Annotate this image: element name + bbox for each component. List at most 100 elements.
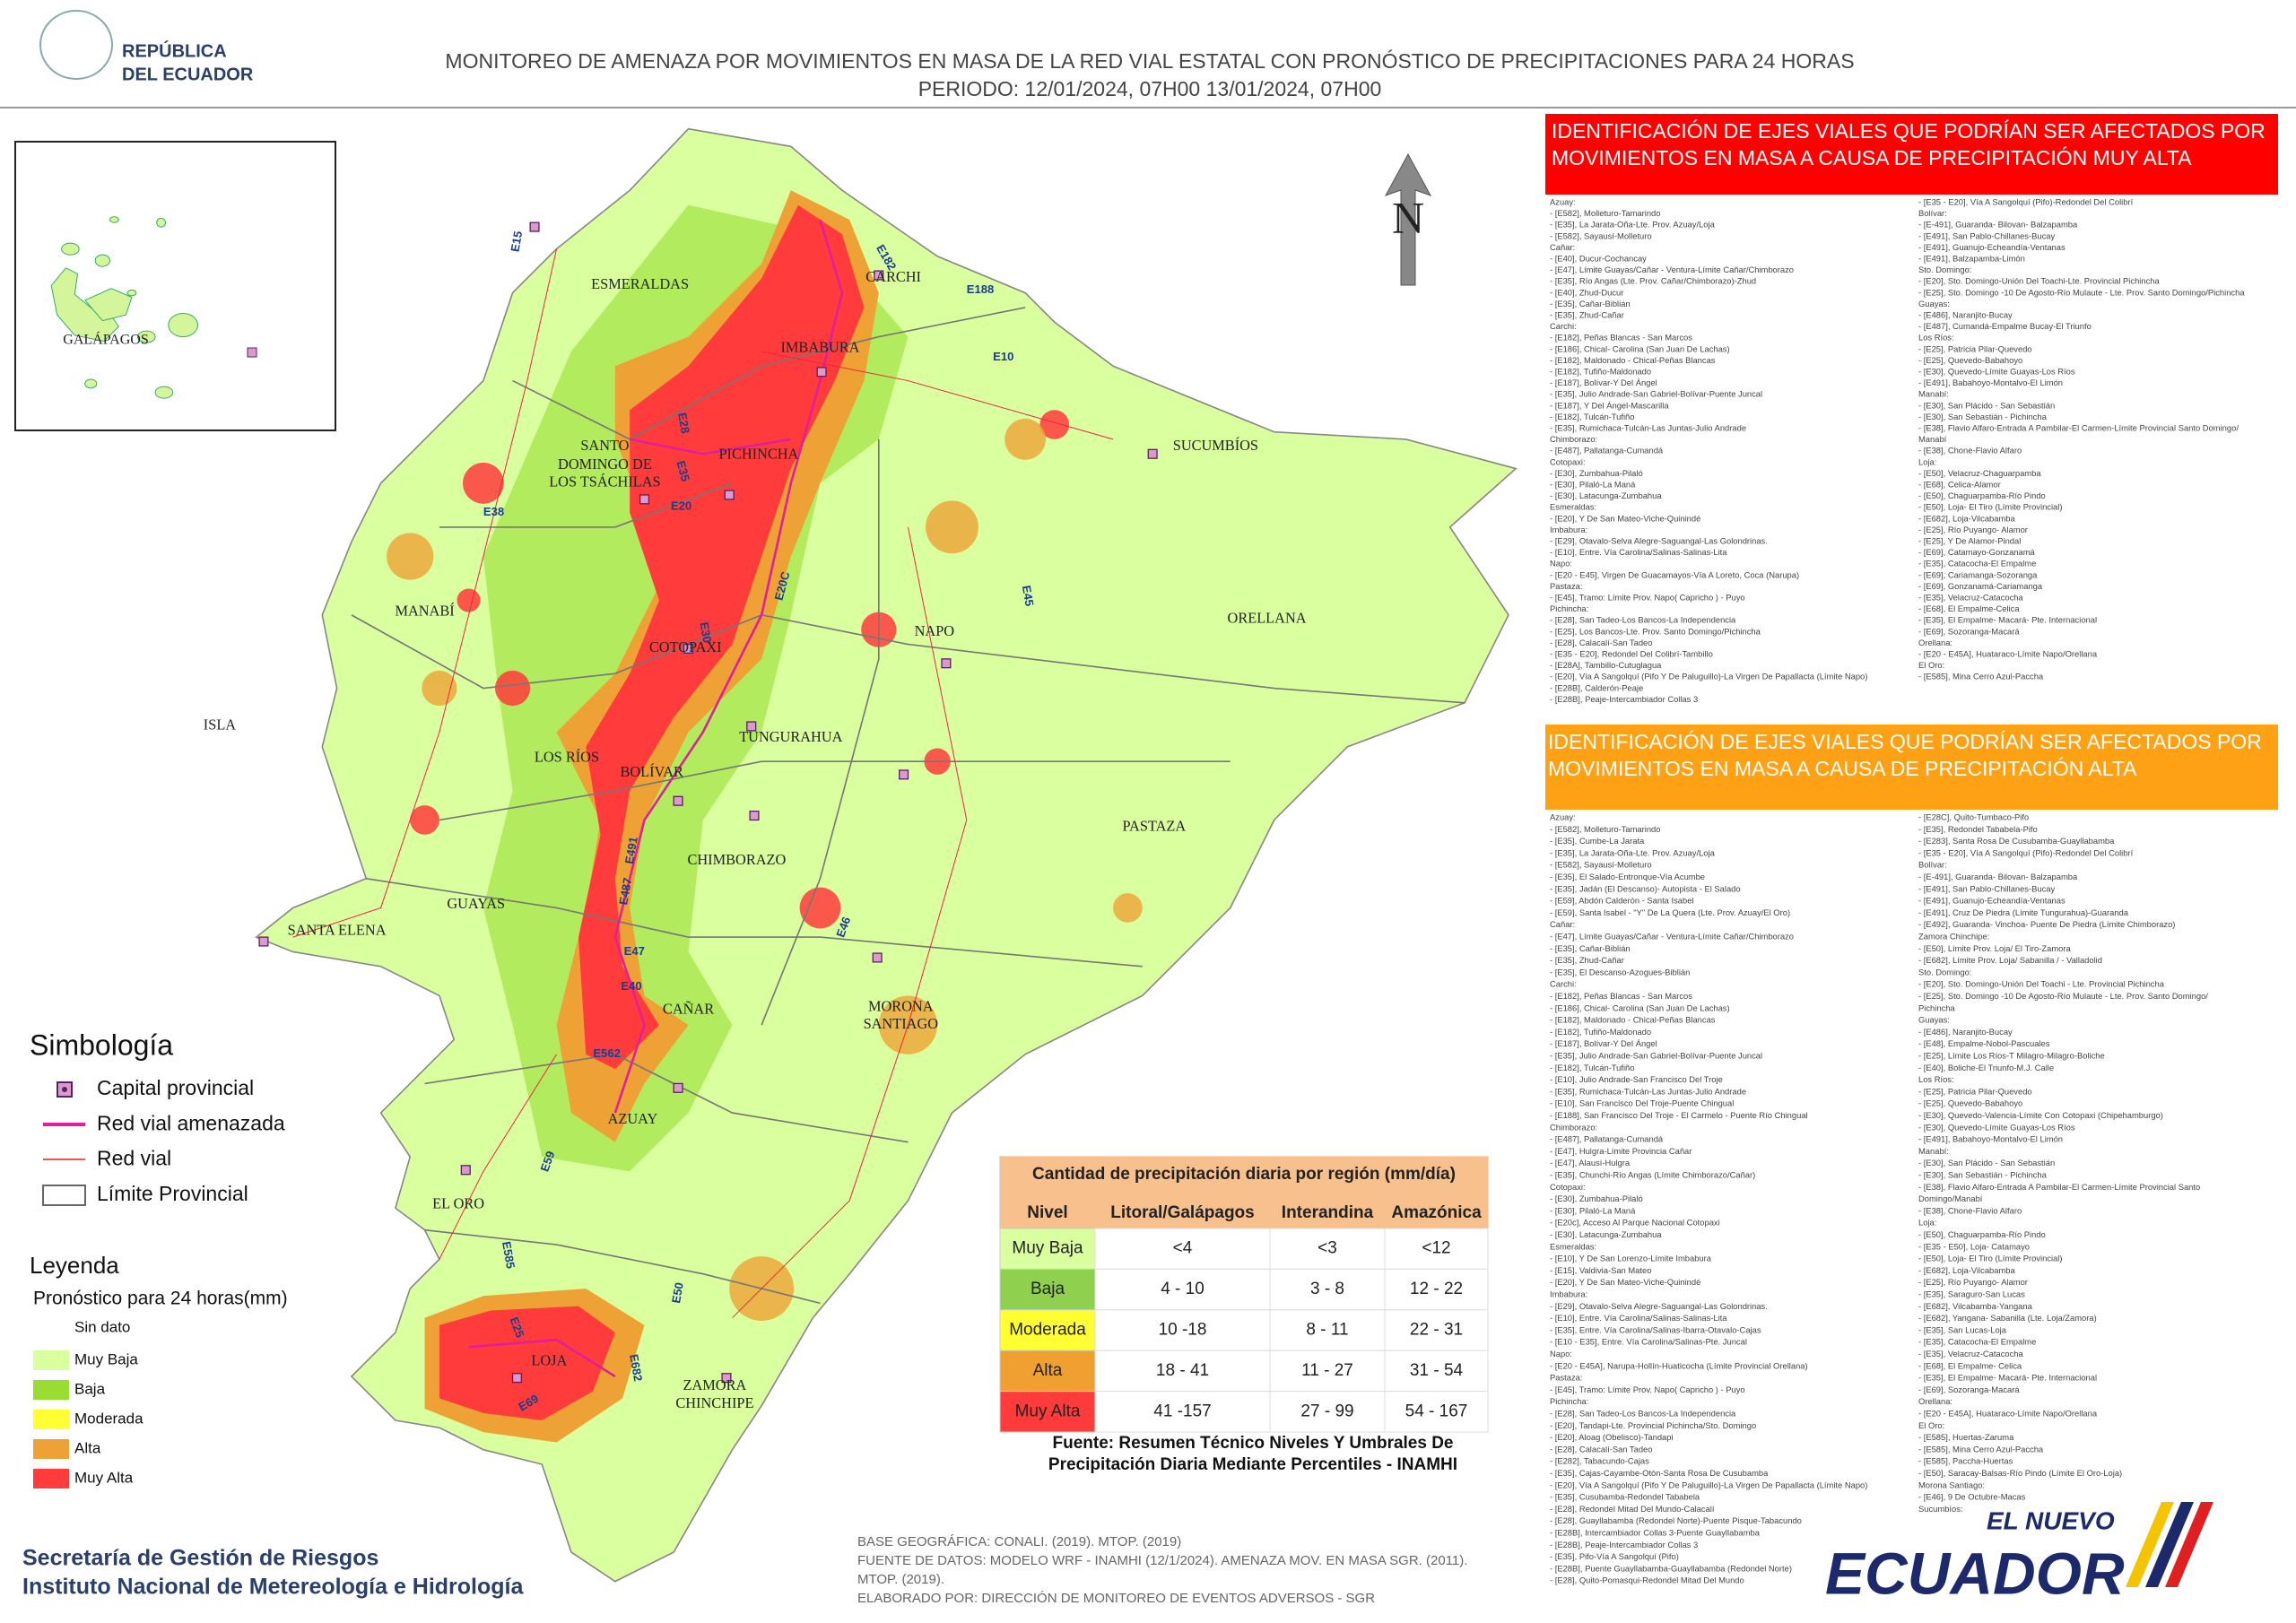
province-label: SANTA ELENA — [288, 921, 387, 938]
list-item: - [E69], Sozoranga-Macará — [1918, 1384, 2020, 1394]
legend-title: Leyenda — [30, 1252, 119, 1279]
list-item: - [E28], Guayllabamba (Redondel Norte)-P… — [1550, 1515, 1802, 1525]
symbology-item: Red vial amenazada — [97, 1111, 285, 1134]
road-label: E47 — [624, 944, 645, 958]
list-item: - [E25], Y De Alamor-Pindal — [1918, 535, 2021, 545]
list-item: Pichincha: — [1550, 603, 1588, 613]
list-item: - [E20], Y De San Mateo-Viche-Quinindé — [1550, 513, 1700, 523]
list-item: - [E491], San Pablo-Chillanes-Bucay — [1918, 883, 2055, 893]
table-cell — [1384, 1391, 1489, 1433]
panel-header — [1545, 725, 2278, 810]
road-label: E59 — [537, 1150, 557, 1174]
province-label: SANTO — [580, 437, 629, 454]
list-item: - [E35], El Empalme- Macará- Pte. Intern… — [1918, 1373, 2097, 1383]
list-item: - [E20 - E45A], Narupa-Hollín-Huaticocha… — [1550, 1360, 1808, 1370]
province-label: SUCUMBÍOS — [1173, 437, 1258, 454]
table-value: 27 - 99 — [1300, 1402, 1353, 1420]
list-item: - [E35], La Jarata-Oña-Lte. Prov. Azuay/… — [1550, 220, 1716, 230]
legend-swatch — [33, 1439, 69, 1459]
list-item: - [E45], Tramo: Límite Prov. Napo( Capri… — [1550, 592, 1745, 602]
list-item: - [E25], Río Puyango- Alamor — [1918, 1277, 2028, 1287]
legend-label: Alta — [74, 1439, 101, 1456]
list-item: - [E30], Zumbahua-Pilaló — [1550, 1193, 1643, 1203]
footer-org: Secretaría de Gestión de Riesgos — [22, 1546, 378, 1571]
table-value: 12 - 22 — [1410, 1280, 1463, 1298]
list-item: - [E50], Chaguarpamba-Río Pindo — [1918, 1229, 2046, 1239]
legend-subtitle: Pronóstico para 24 horas(mm) — [33, 1289, 288, 1309]
list-item: - [E491], Balzapamba-Limón — [1918, 253, 2025, 263]
logo-text: REPÚBLICA — [122, 39, 227, 61]
list-item: - [E35], Velacruz-Catacocha — [1918, 1349, 2024, 1358]
list-item: - [E486], Naranjito-Bucay — [1918, 1027, 2013, 1037]
list-item: - [E69], Gonzanamá-Cariamanga — [1918, 581, 2043, 591]
list-item: - [E35 - E20], Vía A Sangolquí (Pifo)-Re… — [1918, 847, 2134, 857]
list-item: - [E35], Pifo-Vía A Sangolquí (Pifo) — [1550, 1551, 1679, 1561]
list-item: Napo: — [1550, 1349, 1572, 1358]
list-item: Esmeraldas: — [1550, 1241, 1596, 1251]
list-item: - [E682], Límite Prov. Loja/ Sabanilla /… — [1918, 955, 2102, 965]
list-item: - [E25], Quevedo-Babahoyo — [1918, 355, 2022, 365]
level-label: Alta — [1033, 1361, 1063, 1380]
list-item: - [E48], Empalme-Nobol-Pascuales — [1918, 1038, 2050, 1048]
table-cell — [1094, 1391, 1271, 1433]
road-label: E28 — [675, 412, 692, 434]
list-item: - [E35], Catacocha-El Empalme — [1918, 559, 2036, 568]
legend-swatch — [33, 1380, 69, 1400]
province-label: DOMINGO DE — [558, 456, 652, 473]
list-item: - [E35], Catacocha-El Empalme — [1918, 1337, 2036, 1347]
title: MONITOREO DE AMENAZA POR MOVIMIENTOS EN … — [445, 49, 1854, 73]
list-item: - [E28A], Tambillo-Cutuglagua — [1550, 660, 1662, 670]
list-item: - [E35], Cañar-Biblián — [1550, 943, 1631, 953]
list-item: - [E35], Cusubamba-Redondel Tababela — [1550, 1492, 1700, 1502]
list-item: - [E35], San Lucas-Loja — [1918, 1324, 2007, 1334]
list-item: Sucumbíos: — [1918, 1504, 1963, 1514]
list-item: Manabí — [1918, 434, 1947, 444]
list-item: - [E30], Latacunga-Zumbahua — [1550, 1229, 1662, 1239]
list-item: - [E59], Santa Isabel - "Y" De La Quera … — [1550, 907, 1790, 917]
list-item: - [E186], Chical- Carolina (San Juan De … — [1550, 1002, 1730, 1012]
level-label: Muy Alta — [1015, 1402, 1081, 1420]
list-item: - [E20], Aloag (Obelisco)-Tandapi — [1550, 1432, 1674, 1442]
precip-table: Cantidad de precipitación diaria por reg… — [999, 1156, 1489, 1474]
road-label: E491 — [622, 836, 640, 865]
list-item: - [E682], Loja-Vilcabamba — [1918, 1265, 2015, 1275]
province-label: ISLA — [204, 716, 236, 733]
list-item: - [E35], Chunchi-Río Angas (Límite Chimb… — [1550, 1169, 1755, 1179]
list-item: - [E-491], Guaranda- Bilovan- Balzapamba — [1918, 220, 2078, 230]
panel-title: IDENTIFICACIÓN DE EJES VIALES QUE PODRÍA… — [1548, 730, 2262, 753]
province-label: TUNGURAHUA — [739, 728, 842, 745]
list-item: - [E20], Sto. Domingo-Unión Del Toachi-L… — [1918, 276, 2160, 286]
table-value: 3 - 8 — [1310, 1280, 1344, 1298]
list-item: - [E283], Santa Rosa De Cusubamba-Guayll… — [1918, 836, 2115, 846]
province-label: EL ORO — [432, 1195, 484, 1212]
table-cell — [1384, 1268, 1489, 1311]
table-cell — [1094, 1309, 1271, 1351]
list-item: - [E10], Julio Andrade-San Francisco Del… — [1550, 1074, 1723, 1084]
list-item: - [E20], Sto. Domingo-Unión Del Toachi -… — [1918, 979, 2165, 989]
logo-text: EL NUEVO — [1987, 1506, 2115, 1534]
list-item: - [E28], Calacalí-San Tadeo — [1550, 638, 1652, 647]
north-label: N — [1392, 192, 1424, 242]
list-item: - [E28], Quito-Pomasqui-Redondel Mitad D… — [1550, 1575, 1744, 1585]
list-item: Los Ríos: — [1918, 333, 1954, 343]
road-label: E45 — [1020, 585, 1037, 607]
list-item: - [E182], Peñas Blancas - San Marcos — [1550, 333, 1692, 343]
list-item: Napo: — [1550, 559, 1572, 568]
list-item: - [E38], Flavio Alfaro-Entrada A Pambila… — [1918, 1182, 2200, 1192]
list-item: - [E491], San Pablo-Chillanes-Bucay — [1918, 230, 2055, 240]
list-item: - [E25], Sto. Domingo -10 De Agosto-Río … — [1918, 287, 2245, 297]
road-label: E562 — [593, 1046, 620, 1060]
list-item: - [E20], Y De San Mateo-Viche-Quinindé — [1550, 1277, 1700, 1287]
galapagos-inset: GALÁPAGOS — [14, 141, 336, 431]
level-label: Muy Baja — [1012, 1239, 1083, 1258]
list-item: - [E35], Redondel Tababela-Pifo — [1918, 824, 2038, 834]
list-item: - [E35], Cajas-Cayambe-Otón-Santa Rosa D… — [1550, 1468, 1769, 1478]
credit-line: BASE GEOGRÁFICA: CONALI. (2019). MTOP. (… — [857, 1534, 1181, 1549]
table-value: 41 -157 — [1153, 1402, 1211, 1420]
road-label: E40 — [621, 979, 641, 993]
panel-title: MOVIMIENTOS EN MASA A CAUSA DE PRECIPITA… — [1548, 757, 2137, 780]
table-column-header: Nivel — [1027, 1203, 1067, 1222]
province-label: IMBABURA — [780, 338, 859, 355]
list-item: - [E491], Babahoyo-Montalvo-El Limón — [1918, 1134, 2063, 1144]
